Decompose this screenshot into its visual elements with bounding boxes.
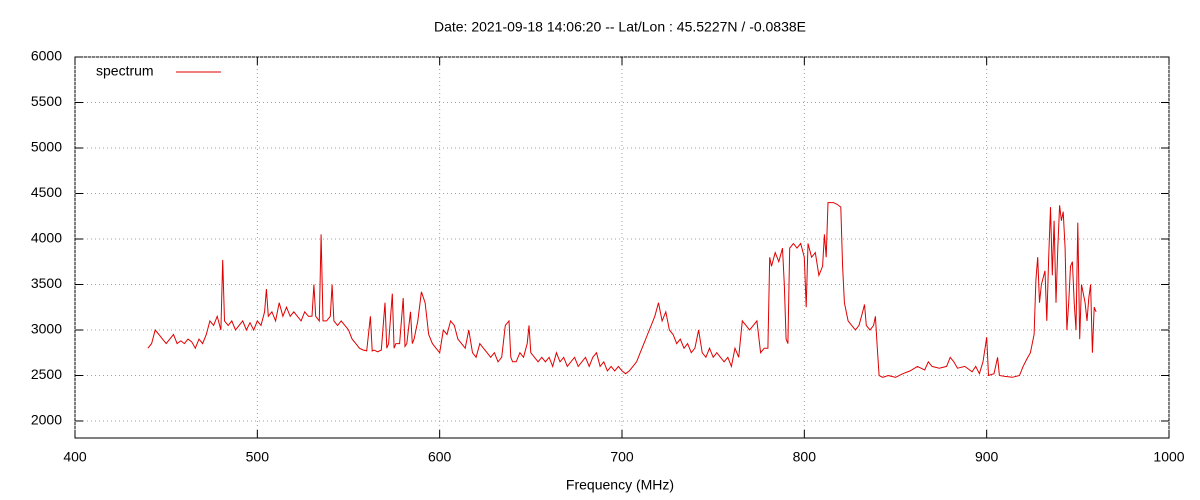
- y-tick-label: 3500: [31, 275, 62, 291]
- x-tick-label: 400: [63, 449, 87, 465]
- plot-frame: [74, 56, 1170, 439]
- spectrum-line: [147, 202, 1097, 378]
- x-tick-label: 800: [793, 449, 817, 465]
- legend-label: spectrum: [96, 63, 154, 79]
- y-tick-label: 4000: [31, 230, 62, 246]
- chart-title: Date: 2021-09-18 14:06:20 -- Lat/Lon : 4…: [434, 19, 806, 35]
- y-tick-label: 2000: [31, 412, 62, 428]
- x-tick-label: 1000: [1153, 449, 1184, 465]
- y-tick-label: 3000: [31, 321, 62, 337]
- y-tick-label: 2500: [31, 366, 62, 382]
- y-tick-label: 5500: [31, 93, 62, 109]
- x-tick-label: 900: [975, 449, 999, 465]
- y-tick-label: 5000: [31, 139, 62, 155]
- x-tick-label: 700: [610, 449, 634, 465]
- y-tick-label: 6000: [31, 48, 62, 64]
- y-tick-label: 4500: [31, 184, 62, 200]
- x-tick-label: 500: [246, 449, 270, 465]
- x-tick-label: 600: [428, 449, 452, 465]
- x-axis-label: Frequency (MHz): [566, 477, 674, 493]
